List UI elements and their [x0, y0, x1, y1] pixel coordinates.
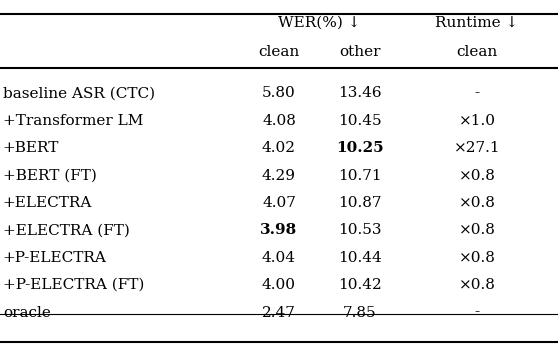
Text: oracle: oracle — [3, 305, 51, 320]
Text: 4.08: 4.08 — [262, 114, 296, 128]
Text: baseline ASR (CTC): baseline ASR (CTC) — [3, 86, 155, 100]
Text: 10.42: 10.42 — [338, 278, 382, 292]
Text: 3.98: 3.98 — [261, 223, 297, 237]
Text: ×0.8: ×0.8 — [459, 223, 496, 237]
Text: ×0.8: ×0.8 — [459, 168, 496, 183]
Text: WER(%) ↓: WER(%) ↓ — [278, 16, 360, 30]
Text: ×0.8: ×0.8 — [459, 196, 496, 210]
Text: ×0.8: ×0.8 — [459, 251, 496, 265]
Text: Runtime ↓: Runtime ↓ — [435, 16, 519, 30]
Text: 13.46: 13.46 — [338, 86, 382, 100]
Text: clean: clean — [456, 44, 498, 59]
Text: ×1.0: ×1.0 — [459, 114, 496, 128]
Text: clean: clean — [258, 44, 300, 59]
Text: 10.71: 10.71 — [338, 168, 382, 183]
Text: 4.29: 4.29 — [262, 168, 296, 183]
Text: ×27.1: ×27.1 — [454, 141, 501, 155]
Text: other: other — [339, 44, 381, 59]
Text: -: - — [474, 86, 480, 100]
Text: 4.07: 4.07 — [262, 196, 296, 210]
Text: +P-ELECTRA: +P-ELECTRA — [3, 251, 107, 265]
Text: -: - — [474, 305, 480, 320]
Text: 10.53: 10.53 — [338, 223, 382, 237]
Text: 10.87: 10.87 — [338, 196, 382, 210]
Text: +Transformer LM: +Transformer LM — [3, 114, 143, 128]
Text: +ELECTRA (FT): +ELECTRA (FT) — [3, 223, 129, 237]
Text: 10.45: 10.45 — [338, 114, 382, 128]
Text: +P-ELECTRA (FT): +P-ELECTRA (FT) — [3, 278, 144, 292]
Text: ×0.8: ×0.8 — [459, 278, 496, 292]
Text: +ELECTRA: +ELECTRA — [3, 196, 92, 210]
Text: 4.02: 4.02 — [262, 141, 296, 155]
Text: 10.44: 10.44 — [338, 251, 382, 265]
Text: +BERT: +BERT — [3, 141, 59, 155]
Text: 5.80: 5.80 — [262, 86, 296, 100]
Text: 4.00: 4.00 — [262, 278, 296, 292]
Text: 4.04: 4.04 — [262, 251, 296, 265]
Text: +BERT (FT): +BERT (FT) — [3, 168, 97, 183]
Text: 10.25: 10.25 — [336, 141, 384, 155]
Text: 7.85: 7.85 — [343, 305, 377, 320]
Text: 2.47: 2.47 — [262, 305, 296, 320]
